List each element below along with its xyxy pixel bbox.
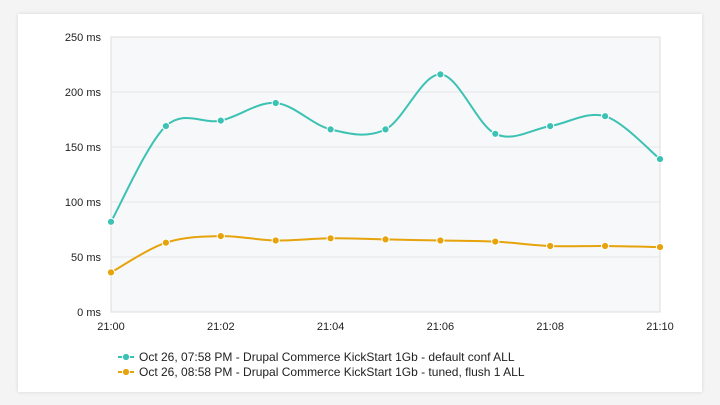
y-tick-label: 0 ms — [77, 307, 101, 319]
x-tick-label: 21:10 — [646, 321, 674, 333]
data-point[interactable] — [106, 217, 116, 226]
legend-label: Oct 26, 08:58 PM - Drupal Commerce KickS… — [139, 365, 525, 379]
data-point[interactable] — [546, 122, 555, 131]
data-point[interactable] — [381, 125, 390, 134]
data-point[interactable] — [436, 236, 445, 245]
line-chart: 0 ms 50 ms 100 ms 150 ms 200 ms 250 ms 21:00 2… — [65, 32, 674, 379]
data-point[interactable] — [326, 125, 335, 134]
data-point[interactable] — [271, 98, 280, 108]
data-point[interactable] — [601, 112, 610, 121]
data-point[interactable] — [601, 241, 610, 251]
legend-label: Oct 26, 07:58 PM - Drupal Commerce KickS… — [139, 350, 515, 364]
legend-swatch-marker — [121, 352, 131, 362]
y-tick-label: 100 ms — [65, 197, 102, 209]
data-point[interactable] — [161, 122, 170, 131]
x-tick-label: 21:04 — [317, 321, 345, 333]
plot-area — [110, 36, 661, 313]
chart-card: 0 ms 50 ms 100 ms 150 ms 200 ms 250 ms 21:00 2… — [18, 14, 702, 392]
data-point[interactable] — [216, 232, 225, 241]
legend-swatch-marker — [121, 367, 131, 377]
legend-item-2[interactable]: Oct 26, 08:58 PM - Drupal Commerce KickS… — [118, 365, 525, 379]
y-tick-label: 50 ms — [71, 252, 101, 264]
data-point[interactable] — [106, 268, 116, 277]
x-tick-label: 21:02 — [207, 321, 235, 333]
data-point[interactable] — [546, 241, 555, 251]
data-point[interactable] — [271, 236, 280, 245]
data-point[interactable] — [491, 129, 500, 138]
legend-item-1[interactable]: Oct 26, 07:58 PM - Drupal Commerce KickS… — [118, 350, 515, 364]
data-point[interactable] — [161, 238, 170, 247]
data-point[interactable] — [436, 70, 445, 79]
y-tick-label: 200 ms — [65, 87, 102, 99]
data-point[interactable] — [655, 243, 665, 252]
y-tick-label: 150 ms — [65, 142, 102, 154]
data-point[interactable] — [326, 234, 335, 243]
x-tick-label: 21:08 — [536, 321, 564, 333]
y-tick-label: 250 ms — [65, 32, 102, 44]
data-point[interactable] — [381, 235, 390, 244]
data-point[interactable] — [216, 116, 225, 125]
data-point[interactable] — [491, 237, 500, 246]
data-point[interactable] — [655, 155, 665, 164]
x-tick-label: 21:00 — [97, 321, 125, 333]
x-tick-label: 21:06 — [427, 321, 455, 333]
